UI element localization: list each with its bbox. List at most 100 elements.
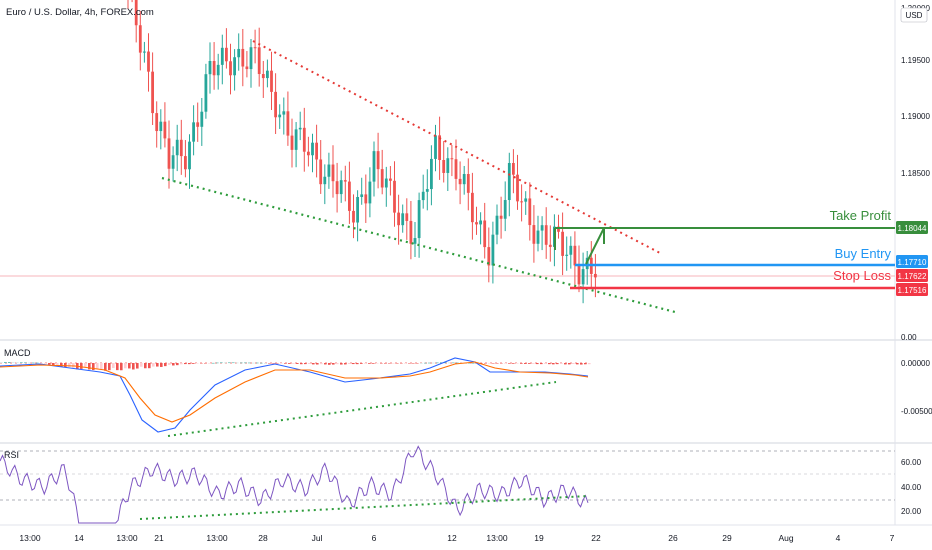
macd-bar (384, 363, 387, 364)
candle-body (188, 141, 191, 170)
rsi-tick: 60.00 (901, 458, 922, 467)
candle-body (286, 111, 290, 136)
macd-bar (576, 363, 579, 365)
time-tick: 13:00 (206, 533, 228, 543)
candle-body (548, 244, 552, 247)
macd-bar (4, 362, 7, 363)
candle-body (577, 265, 581, 285)
candle-body (245, 66, 249, 70)
time-axis[interactable]: 13:00 14 13:00 21 13:00 28 Jul 6 12 13:00 19 22 26 29… (19, 533, 894, 543)
macd-bar (500, 363, 503, 364)
candle-body (425, 189, 429, 192)
candle-body (561, 231, 564, 256)
candle-body (557, 226, 560, 232)
candle-body (204, 74, 208, 112)
price-tick: 1.19500 (901, 56, 930, 65)
time-tick: 13:00 (116, 533, 138, 543)
candle-body (274, 91, 277, 118)
candle-body (507, 163, 511, 201)
candle-body (446, 158, 450, 173)
resistance-trendline (252, 40, 661, 254)
time-tick: 12 (447, 533, 457, 543)
time-tick: 28 (258, 533, 268, 543)
candle-body (298, 127, 302, 130)
macd-bar (400, 363, 403, 364)
macd-bar (92, 363, 95, 371)
projection-arrow (585, 227, 605, 265)
macd-bar (68, 363, 71, 367)
macd-bar (544, 363, 547, 364)
candle-body (409, 220, 413, 244)
rsi-tick: 20.00 (901, 507, 922, 516)
candle-body (208, 60, 212, 75)
take-profit-price: 1.18044 (898, 224, 927, 233)
macd-bar (440, 362, 443, 363)
candle-body (372, 151, 376, 182)
macd-bar (196, 363, 199, 364)
macd-bar (80, 363, 83, 369)
candle-body (163, 121, 167, 139)
macd-bar (580, 363, 583, 365)
macd-bar (168, 363, 171, 365)
candle-body (389, 178, 392, 181)
macd-bar (8, 362, 11, 363)
candle-body (216, 64, 220, 76)
macd-bar (416, 363, 419, 364)
buy-entry-price: 1.17710 (898, 258, 927, 267)
currency-label: USD (906, 11, 923, 20)
macd-bar (448, 362, 451, 364)
candle-body (134, 0, 138, 26)
macd-bar (532, 363, 535, 364)
macd-bar (248, 362, 251, 364)
candle-body (282, 111, 286, 115)
candle-body (376, 151, 380, 170)
macd-bar (324, 363, 327, 365)
macd-bar (348, 363, 351, 364)
macd-bar (528, 363, 531, 364)
macd-bar (228, 362, 231, 364)
macd-bar (208, 363, 211, 364)
stop-loss-tag (896, 283, 928, 296)
candle-body (253, 47, 257, 49)
macd-bar (256, 362, 259, 364)
candle-body (405, 213, 409, 221)
candle-body (175, 139, 179, 156)
macd-bar (48, 363, 51, 365)
candle-body (179, 139, 183, 157)
macd-bar (28, 362, 31, 364)
macd-bar (200, 363, 203, 364)
candle-body (540, 225, 544, 231)
candle-body (475, 222, 478, 225)
candle-body (532, 225, 536, 244)
support-trendline (161, 176, 676, 314)
macd-bar (268, 363, 271, 364)
macd-bar (84, 363, 87, 368)
candle-body (261, 74, 265, 79)
macd-bar (364, 363, 367, 364)
take-profit-tag (896, 221, 928, 234)
candle-body (356, 196, 359, 223)
candle-body (458, 178, 462, 185)
candle-body (528, 198, 532, 226)
macd-bar (188, 363, 191, 365)
currency-badge[interactable] (900, 7, 928, 23)
macd-bar (120, 363, 123, 371)
candle-body (147, 51, 150, 72)
candle-body (249, 47, 253, 70)
macd-bar (216, 362, 219, 364)
candle-body (212, 60, 216, 76)
macd-bar (316, 363, 319, 365)
candle-body (294, 129, 298, 150)
candle-body (290, 135, 294, 150)
candle-body (368, 181, 372, 204)
macd-bar (88, 363, 91, 370)
macd-bar (192, 363, 195, 364)
macd-bar (36, 362, 39, 364)
candle-body (327, 164, 331, 177)
macd-bar (356, 363, 359, 365)
buy-entry-label: Buy Entry (835, 246, 892, 261)
macd-bar (452, 362, 455, 364)
candle-body (171, 155, 175, 169)
